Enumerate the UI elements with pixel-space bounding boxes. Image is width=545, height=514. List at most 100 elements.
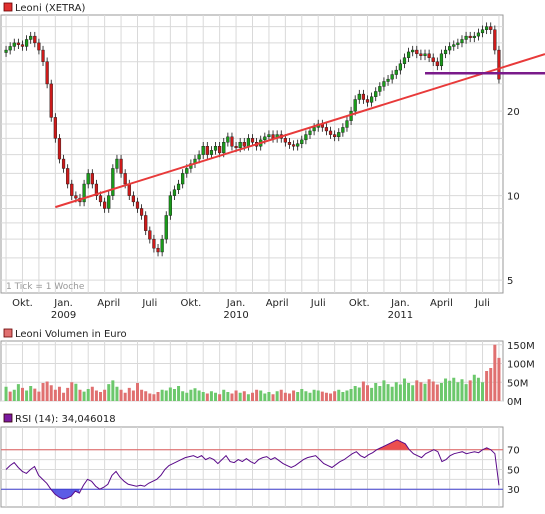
candle-up bbox=[439, 53, 444, 67]
volume-bar bbox=[78, 389, 82, 401]
volume-bar bbox=[435, 384, 439, 401]
rsi-panel: RSI (14): 34,046018 70 50 30 bbox=[0, 413, 520, 508]
price-year-label: 2011 bbox=[388, 310, 413, 321]
candle-up bbox=[370, 96, 374, 103]
candle-down bbox=[144, 215, 148, 231]
candle-up bbox=[402, 57, 407, 64]
price-x-tick-label: April bbox=[266, 298, 289, 309]
volume-bar bbox=[329, 393, 333, 401]
volume-bar bbox=[246, 394, 250, 401]
volume-bar bbox=[423, 383, 427, 401]
volume-bar bbox=[361, 381, 365, 401]
candle-down bbox=[415, 49, 419, 55]
candle-down bbox=[234, 146, 238, 149]
candle-down bbox=[90, 173, 94, 185]
candle-down bbox=[20, 44, 25, 47]
candle-down bbox=[53, 117, 57, 139]
volume-bar bbox=[222, 389, 226, 401]
candle-down bbox=[98, 195, 103, 203]
candle-down bbox=[74, 195, 78, 199]
volume-bar bbox=[127, 387, 131, 401]
price-y-axis: 20 10 5 bbox=[507, 107, 520, 287]
candle-up bbox=[176, 183, 181, 190]
volume-bar bbox=[45, 381, 49, 401]
candle-down bbox=[205, 146, 209, 155]
candle-up bbox=[246, 138, 250, 147]
rsi-legend-swatch bbox=[3, 413, 13, 423]
volume-bar bbox=[242, 391, 246, 401]
volume-bar bbox=[181, 391, 185, 401]
volume-bar bbox=[37, 391, 41, 401]
candle-up bbox=[267, 134, 271, 138]
price-x-tick-label: April bbox=[430, 298, 453, 309]
candle-up bbox=[452, 44, 456, 47]
price-legend-swatch bbox=[3, 2, 13, 12]
candle-up bbox=[209, 150, 214, 155]
volume-bar bbox=[62, 392, 66, 401]
candle-up bbox=[263, 136, 267, 141]
volume-panel: Leoni Volumen in Euro 150M 100M 50M 0M bbox=[0, 328, 535, 408]
volume-bar bbox=[419, 382, 423, 401]
volume-bar bbox=[304, 391, 308, 401]
candle-up bbox=[4, 49, 8, 53]
volume-bar bbox=[164, 390, 168, 401]
volume-bar bbox=[267, 392, 271, 401]
candle-up bbox=[107, 195, 111, 209]
volume-bar bbox=[49, 385, 53, 401]
volume-bar bbox=[25, 390, 29, 401]
volume-bar bbox=[341, 392, 345, 401]
price-x-tick-label: Okt. bbox=[12, 298, 33, 309]
volume-bar bbox=[407, 383, 411, 401]
volume-bar bbox=[214, 392, 218, 401]
candle-down bbox=[328, 130, 333, 135]
volume-bar bbox=[123, 392, 127, 401]
candle-down bbox=[148, 230, 152, 240]
volume-bar bbox=[177, 386, 181, 401]
volume-bar bbox=[316, 390, 320, 401]
volume-bar bbox=[259, 390, 263, 401]
candle-up bbox=[201, 146, 205, 155]
rsi-y-tick-label: 70 bbox=[507, 446, 520, 457]
volume-bar bbox=[57, 386, 61, 401]
volume-bar bbox=[411, 385, 415, 401]
volume-bar bbox=[481, 382, 485, 401]
volume-bar bbox=[386, 384, 390, 401]
volume-bar bbox=[226, 392, 230, 401]
candle-down bbox=[131, 195, 135, 203]
candle-up bbox=[164, 215, 168, 240]
candle-down bbox=[324, 127, 329, 132]
volume-bar bbox=[333, 391, 337, 401]
volume-bar bbox=[431, 381, 435, 401]
volume-bar bbox=[12, 389, 16, 401]
volume-bar bbox=[324, 392, 328, 401]
volume-bar bbox=[201, 392, 205, 401]
volume-bar bbox=[230, 393, 234, 401]
volume-bar bbox=[308, 392, 312, 401]
candle-up bbox=[168, 195, 172, 216]
candle-down bbox=[218, 146, 222, 154]
candle-down bbox=[427, 53, 431, 58]
candle-down bbox=[16, 42, 20, 45]
candle-up bbox=[296, 143, 300, 147]
volume-bar bbox=[283, 392, 287, 401]
candle-up bbox=[226, 136, 230, 143]
volume-bar bbox=[255, 389, 259, 401]
trendline bbox=[55, 53, 545, 209]
candle-up bbox=[185, 168, 189, 174]
volume-bar bbox=[398, 384, 402, 401]
candle-up bbox=[378, 86, 382, 92]
volume-bar bbox=[90, 386, 94, 401]
volume-bar bbox=[99, 392, 103, 401]
volume-y-tick-label: 100M bbox=[507, 360, 535, 371]
volume-bar bbox=[218, 394, 222, 401]
candle-up bbox=[394, 69, 398, 75]
candle-up bbox=[222, 142, 226, 154]
candle-up bbox=[406, 51, 411, 58]
volume-bar bbox=[345, 390, 349, 401]
candle-up bbox=[345, 120, 349, 128]
volume-bar bbox=[8, 391, 12, 401]
candle-up bbox=[312, 127, 316, 132]
candle-up bbox=[357, 93, 361, 100]
volume-bar bbox=[448, 380, 452, 401]
price-x-tick-label: Juli bbox=[474, 298, 490, 309]
